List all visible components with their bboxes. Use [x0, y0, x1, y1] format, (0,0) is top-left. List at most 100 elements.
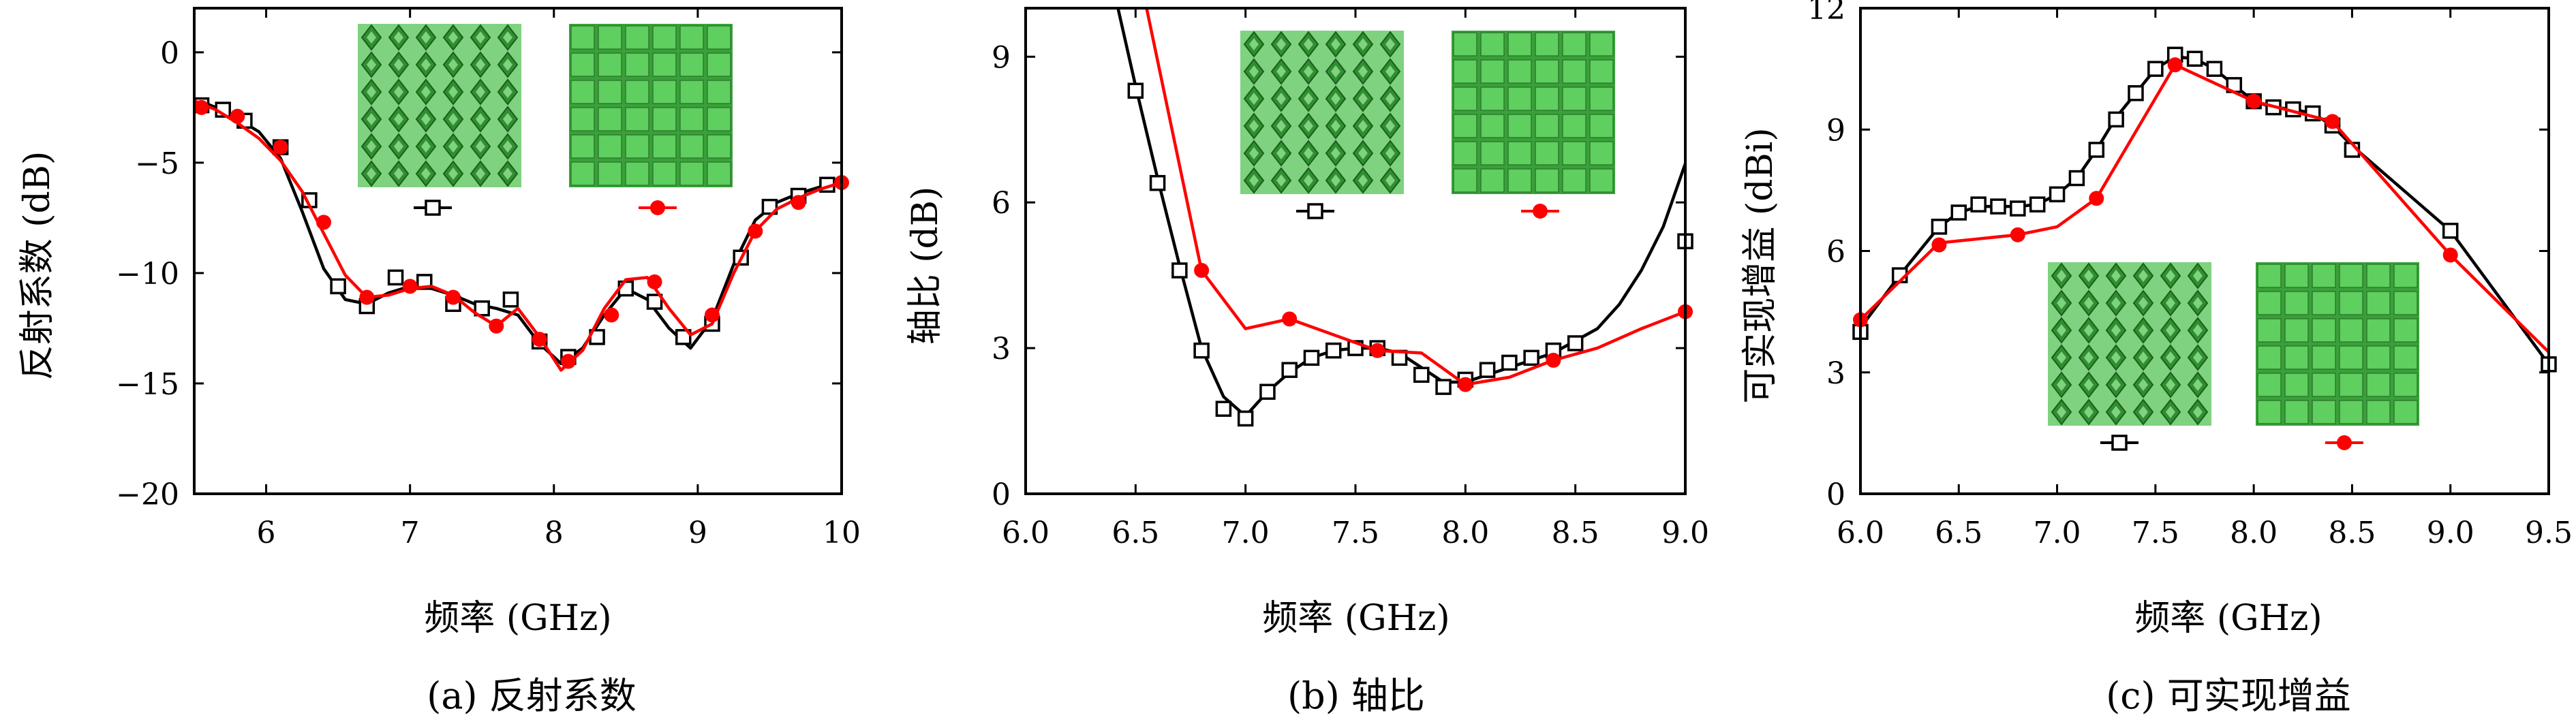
data-point — [1281, 362, 1298, 378]
array-cell-center — [1358, 65, 1368, 78]
array-cell — [707, 52, 731, 77]
array-cell-center — [1276, 174, 1286, 187]
array-cell — [598, 134, 622, 159]
array-cell-center — [2166, 324, 2175, 336]
data-point — [1523, 349, 1539, 366]
data-point — [1931, 219, 1948, 235]
data-point — [2088, 142, 2105, 158]
data-point — [1171, 262, 1188, 279]
legend-entry-circle-marker — [1521, 204, 1559, 219]
array-cell-center — [1385, 38, 1395, 50]
x-tick-label: 9.0 — [2427, 516, 2474, 550]
array-cell — [652, 25, 677, 50]
array-cell — [2257, 345, 2282, 370]
array-cell — [2312, 373, 2336, 397]
array-cell — [625, 52, 649, 77]
x-tick-label: 6.0 — [1837, 516, 1884, 550]
x-tick-label: 6.0 — [1002, 516, 1049, 550]
x-tick-label: 7.5 — [1332, 516, 1379, 550]
square-patch-array — [2256, 262, 2419, 426]
data-point — [2089, 191, 2104, 206]
square-patch-array — [569, 24, 733, 187]
data-point — [1282, 311, 1298, 327]
data-point — [560, 353, 576, 369]
array-cell-center — [1331, 65, 1340, 78]
x-tick-label: 6.5 — [1111, 516, 1159, 550]
data-point — [1970, 196, 1987, 213]
array-cell — [652, 134, 677, 159]
array-cell-center — [448, 168, 458, 180]
array-cell-center — [448, 86, 458, 98]
array-cell — [1507, 114, 1532, 138]
array-cell-center — [2166, 297, 2175, 309]
y-tick-label: 3 — [992, 332, 1011, 366]
array-cell-center — [476, 140, 485, 153]
array-cell — [1480, 168, 1505, 193]
legend-entry-square-marker — [1296, 203, 1334, 219]
series-line — [194, 99, 842, 372]
array-cell-center — [1276, 38, 1286, 50]
array-cell-center — [421, 113, 431, 125]
array-cell — [625, 134, 649, 159]
array-cell — [1480, 86, 1505, 111]
array-cell-center — [1249, 65, 1259, 78]
y-tick-label: −5 — [135, 146, 179, 181]
data-point — [1413, 366, 1430, 383]
spiral-metasurface-array — [358, 24, 521, 187]
array-cell — [707, 134, 731, 159]
array-cell-center — [2193, 379, 2203, 391]
array-cell-center — [394, 140, 403, 153]
array-cell — [707, 25, 731, 50]
data-point — [446, 289, 461, 305]
array-cell-center — [1276, 147, 1286, 159]
array-cell-center — [448, 59, 458, 71]
data-point — [2206, 61, 2223, 77]
array-cell-center — [1331, 93, 1340, 105]
array-cell-center — [1249, 120, 1259, 132]
array-cell-center — [394, 113, 403, 125]
array-cell-center — [476, 31, 485, 44]
data-point — [2167, 57, 2183, 73]
array-cell-center — [1249, 38, 1259, 50]
data-point — [359, 289, 375, 305]
array-cell-center — [476, 168, 485, 180]
panel-realized-gain: (c) 可实现增益 频率 (GHz) 可实现增益 (dBi) 6.0 6.5 7.0… — [1740, 0, 2573, 717]
array-cell — [625, 80, 649, 104]
array-cell — [2393, 373, 2418, 397]
array-cell — [2284, 400, 2309, 424]
array-cell-center — [503, 31, 512, 44]
data-point — [474, 300, 490, 317]
array-cell — [1480, 59, 1505, 84]
array-cell — [2312, 291, 2336, 315]
array-cell-center — [1249, 174, 1259, 187]
array-cell — [679, 161, 704, 186]
array-cell-center — [1276, 65, 1286, 78]
array-cell — [707, 80, 731, 104]
array-cell — [1535, 59, 1559, 84]
array-cell-center — [1331, 38, 1340, 50]
x-tick-label: 7.0 — [1222, 516, 1270, 550]
data-point — [604, 307, 619, 323]
array-cell-center — [2138, 270, 2148, 282]
array-cell-center — [2111, 406, 2121, 418]
array-cell-center — [1331, 120, 1340, 132]
array-cell — [598, 52, 622, 77]
array-cell-center — [367, 31, 376, 44]
data-point — [2108, 111, 2124, 128]
array-cell — [707, 161, 731, 186]
array-cell-center — [2057, 379, 2066, 391]
data-point — [387, 269, 404, 286]
y-tick-label: 0 — [992, 477, 1011, 512]
data-point — [2186, 50, 2203, 67]
legend-entry-circle-marker — [2325, 435, 2363, 450]
array-cell — [2257, 291, 2282, 315]
data-point — [1370, 343, 1385, 358]
array-cell — [1453, 86, 1477, 111]
array-cell-center — [2057, 351, 2066, 364]
array-cell — [1589, 141, 1614, 166]
data-point — [330, 278, 346, 295]
array-cell — [1480, 141, 1505, 166]
data-point — [273, 140, 288, 155]
x-tick-label: 6.5 — [1935, 516, 1982, 550]
array-cell — [570, 25, 595, 50]
